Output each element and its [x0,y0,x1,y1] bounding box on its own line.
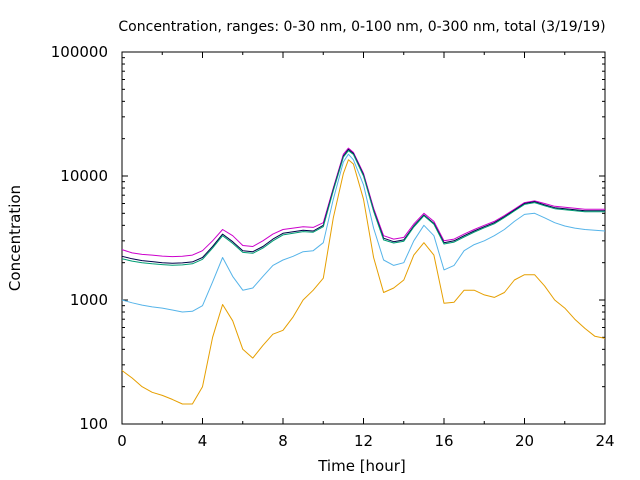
x-tick-label: 16 [434,432,453,450]
series-lines [121,147,606,405]
axis-ticks [121,51,606,425]
x-tick-label: 4 [198,432,208,450]
series-line-2 [121,150,605,266]
chart-title: Concentration, ranges: 0-30 nm, 0-100 nm… [118,19,605,35]
y-axis-label: Concentration [6,185,24,291]
x-tick-label: 24 [595,432,614,450]
y-tick-labels: 100 1000 10000 100000 [51,43,108,433]
series-line-4 [121,159,606,405]
series-line-3 [121,153,606,313]
x-tick-label: 8 [278,432,288,450]
plot-frame [121,51,606,425]
y-tick-label: 1000 [70,291,108,309]
series-line-0 [121,147,605,258]
x-axis-label: Time [hour] [317,457,406,475]
series-line-1 [121,148,605,264]
y-tick-label: 100 [79,415,108,433]
x-tick-label: 20 [515,432,534,450]
x-tick-labels: 0 4 8 12 16 20 24 [117,432,614,450]
x-tick-label: 0 [117,432,127,450]
y-tick-label: 100000 [51,43,108,61]
y-tick-label: 10000 [60,167,108,185]
x-tick-label: 12 [354,432,373,450]
